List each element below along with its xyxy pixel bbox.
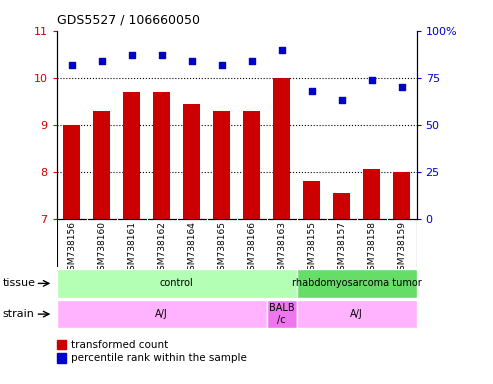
Text: GSM738162: GSM738162 [157,221,166,276]
Point [278,46,285,53]
Bar [363,169,380,219]
Text: GSM738158: GSM738158 [367,221,376,276]
Text: percentile rank within the sample: percentile rank within the sample [71,353,247,363]
Bar [267,300,297,328]
Bar [64,125,80,219]
Text: transformed count: transformed count [71,340,169,350]
Text: GSM738155: GSM738155 [307,221,316,276]
Point [68,61,75,68]
Bar [303,181,320,219]
Point [247,58,255,64]
Bar [57,340,66,349]
Bar [213,111,230,219]
Point [188,58,196,64]
Bar [393,172,410,219]
Text: GSM738159: GSM738159 [397,221,406,276]
Bar [274,78,290,219]
Text: control: control [160,278,194,288]
Bar [244,111,260,219]
Point [398,84,406,90]
Bar [57,269,297,298]
Bar [94,111,110,219]
Text: GSM738157: GSM738157 [337,221,346,276]
Bar [297,269,417,298]
Text: GSM738156: GSM738156 [67,221,76,276]
Text: strain: strain [2,309,35,319]
Bar [123,92,140,219]
Point [128,52,136,58]
Text: GSM738164: GSM738164 [187,221,196,276]
Text: A/J: A/J [350,309,363,319]
Bar [57,353,66,363]
Text: A/J: A/J [155,309,168,319]
Point [98,58,106,64]
Point [308,88,316,94]
Text: GDS5527 / 106660050: GDS5527 / 106660050 [57,13,200,26]
Point [218,61,226,68]
Point [338,97,346,103]
Text: GSM738161: GSM738161 [127,221,136,276]
Text: GSM738160: GSM738160 [97,221,106,276]
Bar [297,300,417,328]
Text: tissue: tissue [2,278,35,288]
Text: rhabdomyosarcoma tumor: rhabdomyosarcoma tumor [292,278,422,288]
Bar [57,300,267,328]
Bar [183,104,200,219]
Text: BALB
/c: BALB /c [269,303,294,325]
Point [158,52,166,58]
Text: GSM738165: GSM738165 [217,221,226,276]
Point [368,76,376,83]
Bar [153,92,170,219]
Text: GSM738166: GSM738166 [247,221,256,276]
Bar [333,193,350,219]
Text: GSM738163: GSM738163 [277,221,286,276]
